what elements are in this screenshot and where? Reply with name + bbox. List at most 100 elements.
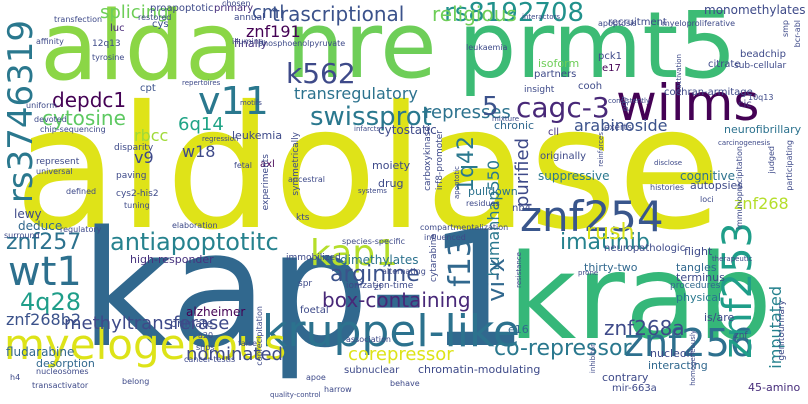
word-alda: alda — [40, 0, 244, 102]
word-v9: v9 — [134, 148, 154, 167]
word-cic: cic — [738, 99, 752, 110]
word-paving: paving — [116, 171, 147, 181]
word-co-repressor: co-repressor — [494, 336, 632, 361]
word-znf256: znf256 — [624, 321, 754, 365]
word-cml: cml — [252, 2, 285, 23]
word-elaboration: elaboration — [172, 221, 218, 230]
word-ancestral: ancestral — [288, 175, 326, 184]
word-belong: belong — [122, 377, 150, 386]
word-behave: behave — [390, 379, 420, 388]
word-alzheimer: alzheimer — [186, 305, 246, 319]
word-originally: originally — [540, 151, 587, 162]
word-coprecipitation: coprecipitation — [255, 306, 264, 366]
word-cll: cll — [548, 127, 560, 138]
word-species-specific: species-specific — [342, 237, 405, 246]
word-cagc-3: cagc-3 — [516, 91, 610, 124]
word-proapoptotic: proapoptotic — [150, 3, 214, 14]
word-e16: e16 — [508, 323, 529, 336]
word-p97: p97 — [621, 96, 630, 112]
word-physical: physical — [676, 291, 722, 304]
word-arginine: arginine — [330, 262, 420, 287]
word-10q13: 10q13 — [748, 93, 774, 102]
word-kap1: kap1 — [310, 233, 399, 274]
word-12q13: 12q13 — [92, 39, 121, 49]
word-box-containing: box-containing — [322, 288, 471, 312]
word-compartmentalization: compartmentalization — [420, 223, 509, 232]
word-annual: annual — [234, 13, 265, 23]
word-nb4: nb4 — [512, 203, 532, 214]
word-deduce: deduce — [18, 219, 63, 233]
word-disclose: disclose — [654, 159, 683, 167]
word-monomethylates: monomethylates — [704, 3, 806, 17]
word-mir-663a: mir-663a — [612, 383, 657, 394]
word-disparity: disparity — [114, 143, 154, 153]
word-myeloproliferative: myeloproliferative — [662, 19, 736, 28]
word-axl: axl — [260, 159, 275, 170]
word-depdc1: depdc1 — [52, 88, 127, 112]
word-kap-1: kap-1 — [80, 196, 529, 383]
word-influenced: influenced — [424, 233, 466, 242]
word-primary: primary — [214, 3, 254, 14]
word-rush: rush — [586, 220, 635, 245]
word-harrow: harrow — [324, 385, 352, 394]
word-suppressive: suppressive — [538, 169, 610, 183]
word-cytarabine: cytarabine — [429, 234, 439, 282]
word-finally: finally — [234, 37, 268, 50]
word-corepressor: corepressor — [348, 344, 454, 365]
word-znf: znf — [734, 331, 748, 341]
word-cochran-armitage: cochran-armitage — [664, 87, 753, 98]
word-leukaemia: leukaemia — [466, 43, 508, 52]
word-fludarabine: fludarabine — [6, 345, 75, 359]
word-chromatin-modulating: chromatin-modulating — [418, 363, 541, 376]
word-surround: surround — [4, 231, 40, 240]
word-wilms: wilms — [616, 74, 760, 132]
word-swissprot: swissprot — [310, 102, 432, 132]
word-6q14: 6q14 — [178, 114, 224, 135]
word-splicing: splicing — [100, 2, 169, 23]
word-devoted: devoted — [34, 115, 67, 124]
word-phosphoenolpyruvate: phosphoenolpyruvate — [258, 39, 346, 48]
word-spr: spr — [298, 279, 313, 289]
word-cytosine: cytosine — [42, 106, 126, 130]
word-smp: smp — [781, 20, 790, 38]
word-ionization-time: ionization-time — [346, 281, 414, 291]
word-illumina: illumina — [232, 37, 264, 46]
word-znf257: znf257 — [6, 230, 82, 255]
word-is-are: is/are — [704, 311, 735, 324]
word-cooh: cooh — [578, 81, 603, 92]
word-rs8192708: rs8192708 — [444, 0, 585, 28]
word-h4: h4 — [10, 373, 21, 382]
word-myelogenous: myelogenous — [4, 320, 287, 369]
word-interactors: interactors — [522, 13, 561, 21]
word-alternating: alternating — [382, 267, 426, 276]
word-zf: zf — [374, 283, 382, 293]
word-tangles: tangles — [676, 261, 717, 274]
word-neuropathologic: neuropathologic — [604, 243, 686, 254]
word-universal: universal — [36, 167, 73, 176]
word-apoe: apoe — [306, 373, 326, 382]
word-cys2-his2: cys2-his2 — [116, 189, 159, 199]
word-nominated: nominated — [186, 344, 283, 365]
word-citrate: citrate — [708, 59, 741, 70]
word-experiments: experiments — [261, 154, 271, 211]
word-transregulatory: transregulatory — [294, 84, 418, 103]
word-systems: systems — [358, 187, 387, 195]
word-restored: restored — [138, 13, 172, 22]
word-bcr-abl: bcr-abl — [793, 20, 802, 48]
word-antiapoptotitc: antiapoptotitc — [110, 228, 279, 256]
word-transactivator: transactivator — [32, 381, 89, 390]
word-high-responder: high-responder — [130, 253, 214, 266]
word-loci: loci — [700, 195, 714, 204]
word-f13: f13 — [443, 238, 478, 287]
word-znf191: znf191 — [246, 22, 301, 41]
word-cpt: cpt — [140, 83, 156, 94]
word-transfection: transfection — [54, 15, 103, 24]
word-leukemia: leukemia — [232, 129, 283, 142]
word-prmt5: prmt5 — [458, 0, 737, 99]
word-sub-cellular: sub-cellular — [734, 61, 787, 71]
word-methyltransferase: methyltransferase — [64, 313, 230, 334]
word-foetal: foetal — [300, 305, 329, 316]
word-carcinogenesis: carcinogenesis — [718, 139, 771, 147]
word-cognitive: cognitive — [680, 169, 736, 183]
